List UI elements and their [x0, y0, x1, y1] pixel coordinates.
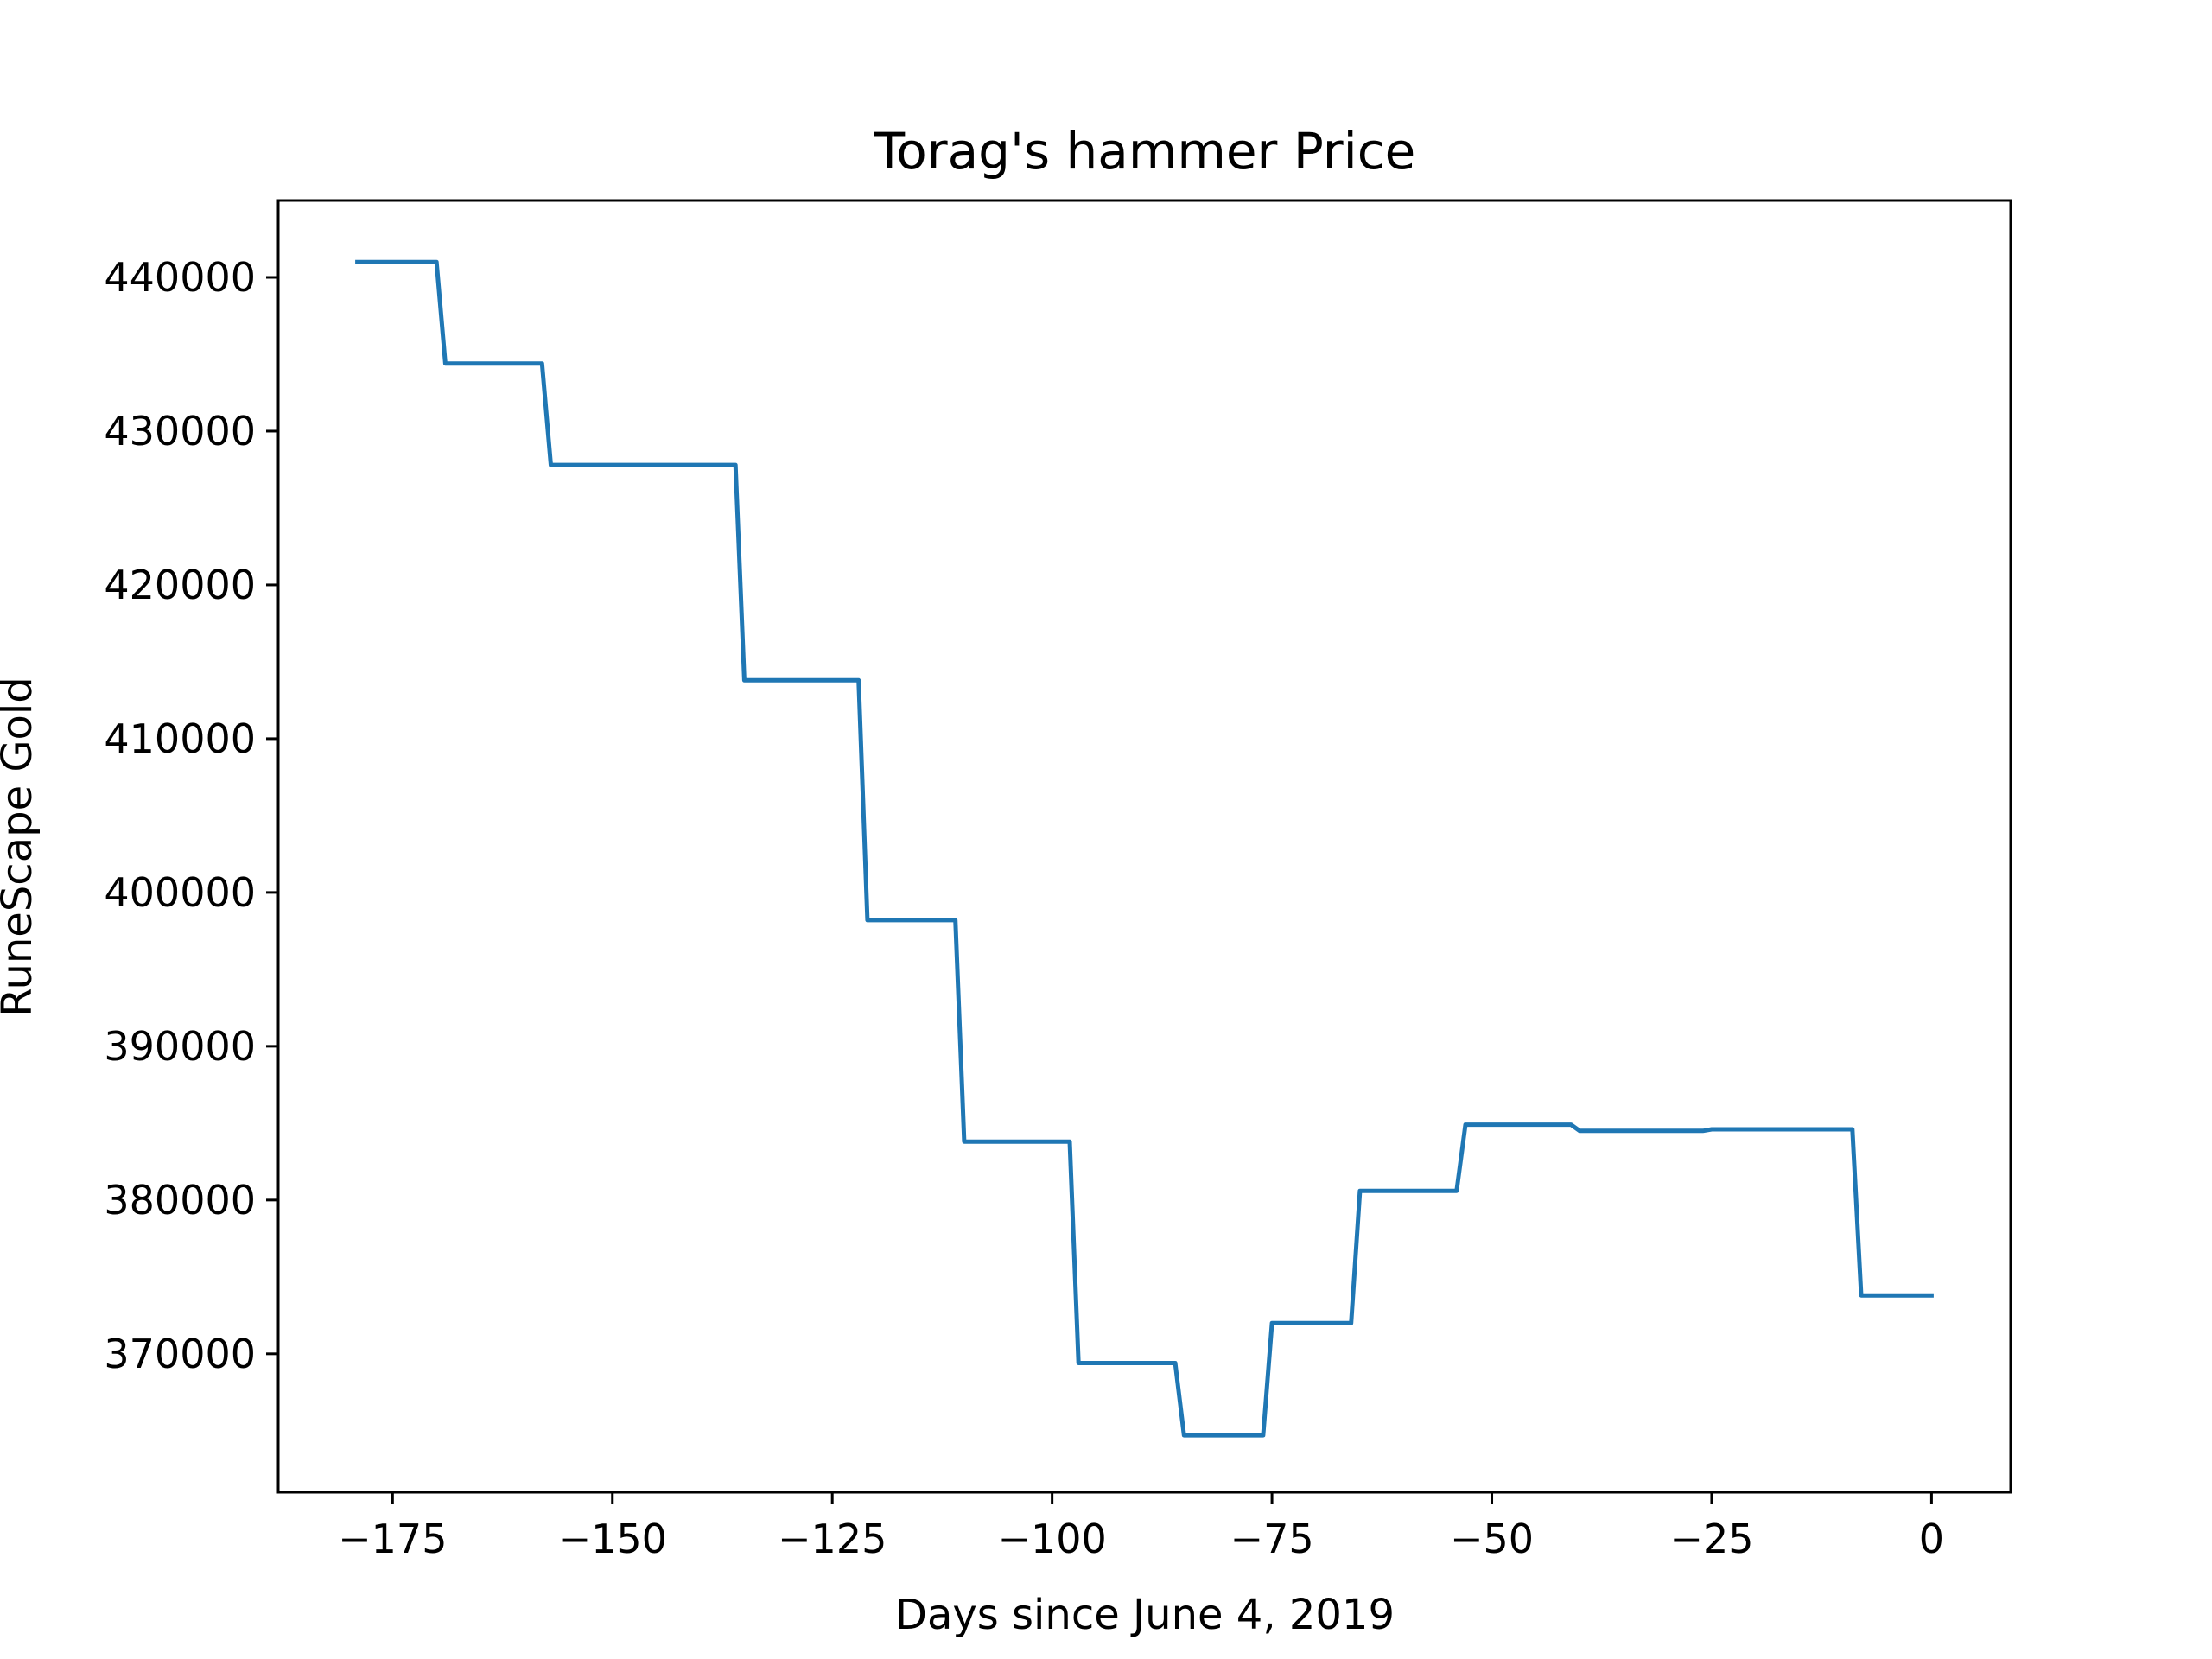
x-tick-label: −175	[338, 1516, 447, 1562]
y-tick-label: 410000	[104, 715, 256, 762]
y-tick-label: 420000	[104, 562, 256, 608]
x-tick-label: −150	[558, 1516, 667, 1562]
y-tick-label: 440000	[104, 254, 256, 301]
x-tick-label: −125	[778, 1516, 887, 1562]
plot-area	[355, 259, 1934, 1438]
axes-frame	[276, 199, 2012, 1494]
x-tick-label: −25	[1669, 1516, 1753, 1562]
y-axis: 370000 380000 390000 400000 410000 420000 4300…	[104, 254, 278, 1377]
series-line-0	[355, 259, 1934, 1438]
x-axis-label: Days since June 4, 2019	[895, 1591, 1395, 1639]
x-tick-label: −50	[1450, 1516, 1534, 1562]
x-axis: −175 −150 −125 −100 −75 −50 −25 0	[338, 1492, 1944, 1562]
y-tick-label: 380000	[104, 1177, 256, 1224]
y-tick-label: 390000	[104, 1023, 256, 1070]
chart-title: Torag's hammer Price	[874, 122, 1416, 181]
x-tick-label: 0	[1919, 1516, 1944, 1562]
y-tick-label: 370000	[104, 1331, 256, 1377]
x-tick-label: −75	[1230, 1516, 1314, 1562]
y-tick-label: 400000	[104, 869, 256, 916]
y-axis-label: RuneScape Gold	[0, 677, 41, 1016]
y-tick-label: 430000	[104, 408, 256, 454]
x-tick-label: −100	[997, 1516, 1106, 1562]
